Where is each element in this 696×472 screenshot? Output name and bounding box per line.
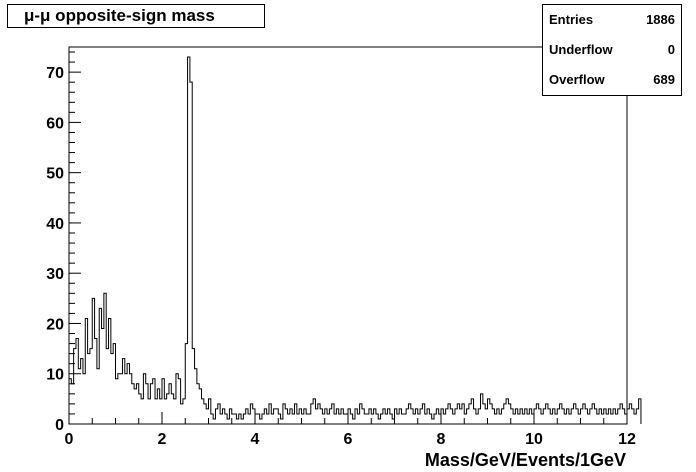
- y-tick-label: 20: [46, 316, 64, 333]
- plot-frame: [68, 46, 628, 425]
- stat-label-underflow: Underflow: [549, 42, 613, 57]
- stats-box: Entries 1886 Underflow 0 Overflow 689: [542, 4, 682, 96]
- stat-value-entries: 1886: [646, 12, 675, 27]
- stat-value-overflow: 689: [653, 72, 675, 87]
- histogram-series-line: [68, 56, 642, 424]
- chart-title: μ-μ opposite-sign mass: [7, 4, 265, 28]
- y-axis-ticks: 0 10 20 30 40 50 60 70: [46, 51, 81, 434]
- x-tick-label: 10: [525, 431, 543, 448]
- x-tick-label: 6: [344, 431, 353, 448]
- y-tick-label: 50: [46, 166, 64, 183]
- y-tick-label: 70: [46, 65, 64, 82]
- y-tick-label: 40: [46, 216, 64, 233]
- stat-label-entries: Entries: [549, 12, 594, 27]
- x-tick-label: 2: [158, 431, 167, 448]
- y-tick-label: 10: [46, 367, 64, 384]
- x-axis-ticks: 0 2 4 6 8 10 12: [65, 412, 636, 448]
- stat-row-overflow: Overflow 689: [543, 65, 681, 95]
- stat-row-underflow: Underflow 0: [543, 35, 681, 65]
- y-tick-label: 0: [55, 417, 64, 434]
- x-tick-label: 0: [65, 431, 74, 448]
- y-tick-label: 30: [46, 266, 64, 283]
- stat-value-underflow: 0: [667, 42, 675, 57]
- x-tick-label: 8: [437, 431, 446, 448]
- x-tick-label: 12: [618, 431, 636, 448]
- y-tick-label: 60: [46, 115, 64, 132]
- stat-label-overflow: Overflow: [549, 72, 605, 87]
- x-tick-label: 4: [251, 431, 260, 448]
- x-axis-label: Mass/GeV/Events/1GeV: [424, 450, 626, 470]
- stat-row-entries: Entries 1886: [543, 5, 681, 35]
